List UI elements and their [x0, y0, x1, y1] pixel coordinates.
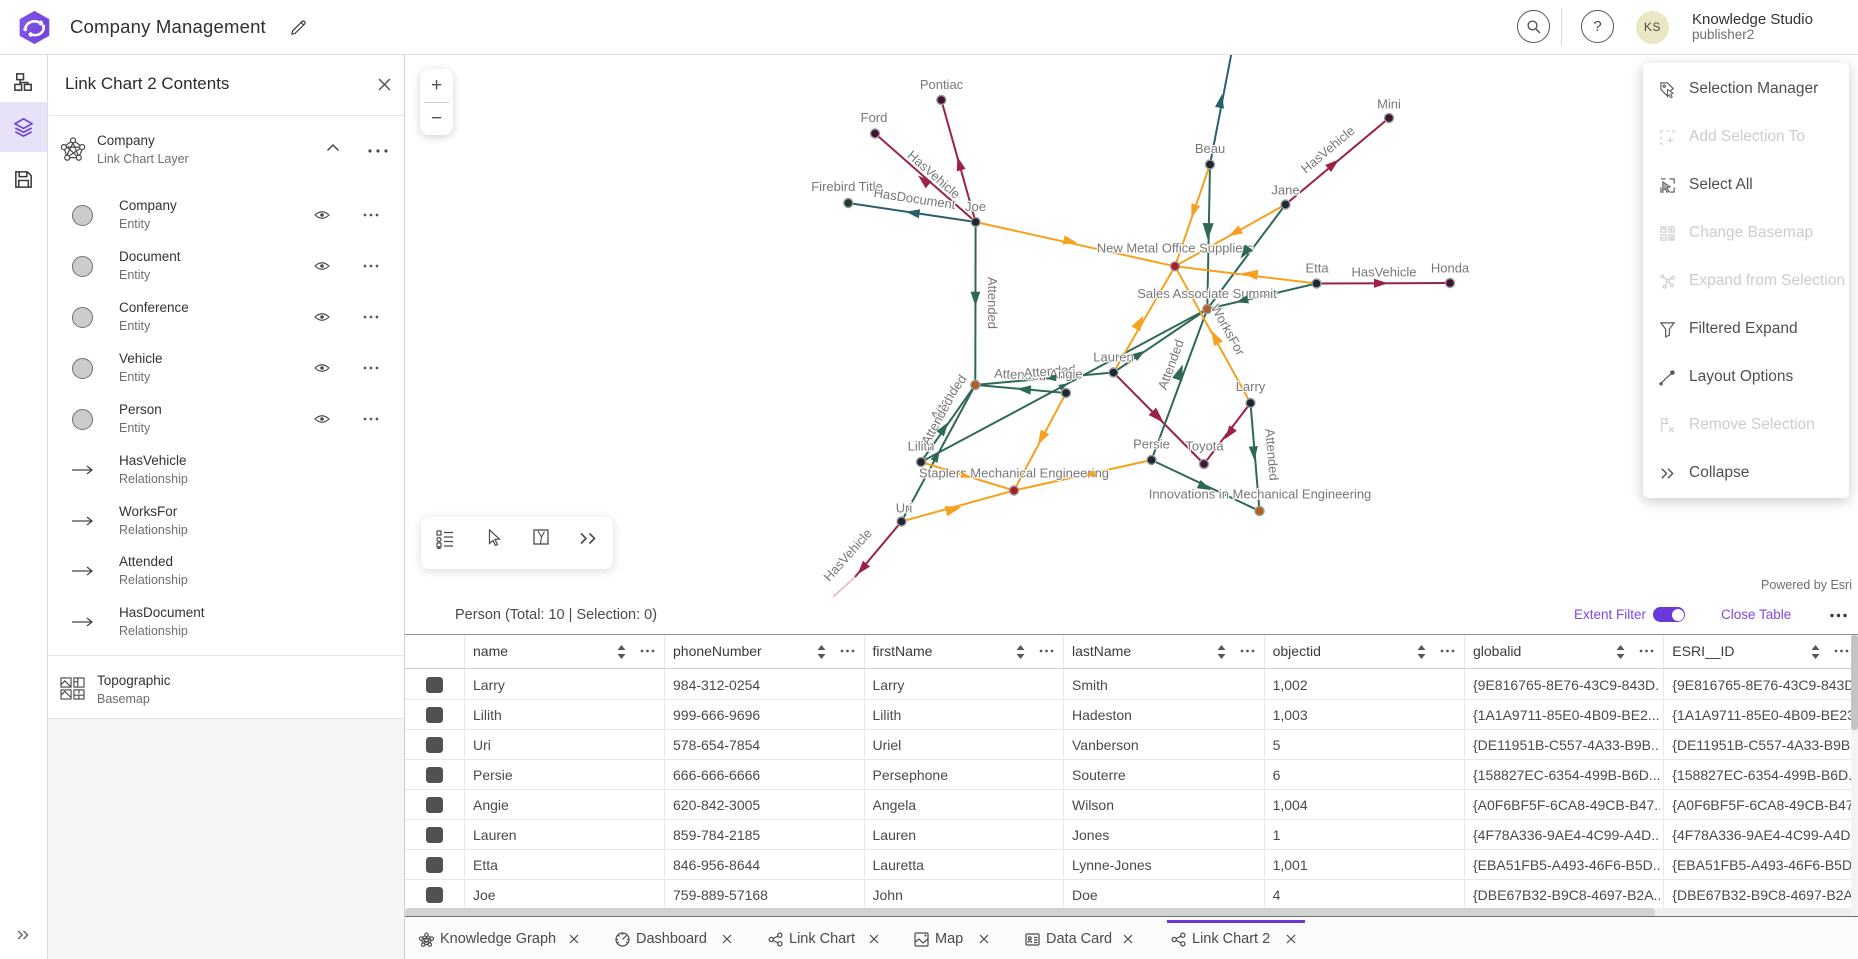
svg-text:Lilith: Lilith: [908, 439, 935, 454]
svg-text:Sales Associate Summit: Sales Associate Summit: [1137, 286, 1277, 301]
svg-text:HasVehicle: HasVehicle: [1351, 265, 1416, 280]
svg-text:Angie: Angie: [1049, 367, 1082, 382]
svg-text:HasVehicle: HasVehicle: [820, 526, 875, 584]
svg-text:Attended: Attended: [1155, 337, 1187, 391]
svg-text:Persie: Persie: [1133, 437, 1170, 452]
svg-text:Larry: Larry: [1236, 379, 1266, 394]
svg-text:Toyota: Toyota: [1185, 439, 1224, 454]
svg-text:Jane: Jane: [1271, 183, 1299, 198]
svg-text:Attended: Attended: [994, 366, 1047, 384]
svg-text:Firebird Title: Firebird Title: [811, 179, 883, 194]
svg-text:Mini: Mini: [1377, 97, 1401, 112]
svg-text:Etta: Etta: [1305, 261, 1329, 276]
svg-text:Attended: Attended: [1262, 428, 1281, 481]
svg-text:Attended: Attended: [1023, 362, 1076, 381]
svg-text:WorksFor: WorksFor: [1208, 302, 1249, 359]
svg-text:Lauren: Lauren: [1093, 350, 1133, 365]
svg-text:Joe: Joe: [965, 199, 986, 214]
svg-text:Honda: Honda: [1431, 261, 1470, 276]
svg-text:Innovations in Mechanical Engi: Innovations in Mechanical Engineering: [1149, 487, 1372, 502]
svg-text:Attended: Attended: [985, 277, 1000, 329]
svg-text:Uri: Uri: [896, 501, 913, 516]
svg-text:Beau: Beau: [1195, 141, 1225, 156]
svg-text:Pontiac: Pontiac: [920, 77, 964, 92]
svg-text:Staplers Mechanical Engineerin: Staplers Mechanical Engineering: [919, 466, 1109, 481]
svg-text:Ford: Ford: [861, 110, 888, 125]
svg-text:New Metal Office Suppliers: New Metal Office Suppliers: [1097, 241, 1254, 256]
